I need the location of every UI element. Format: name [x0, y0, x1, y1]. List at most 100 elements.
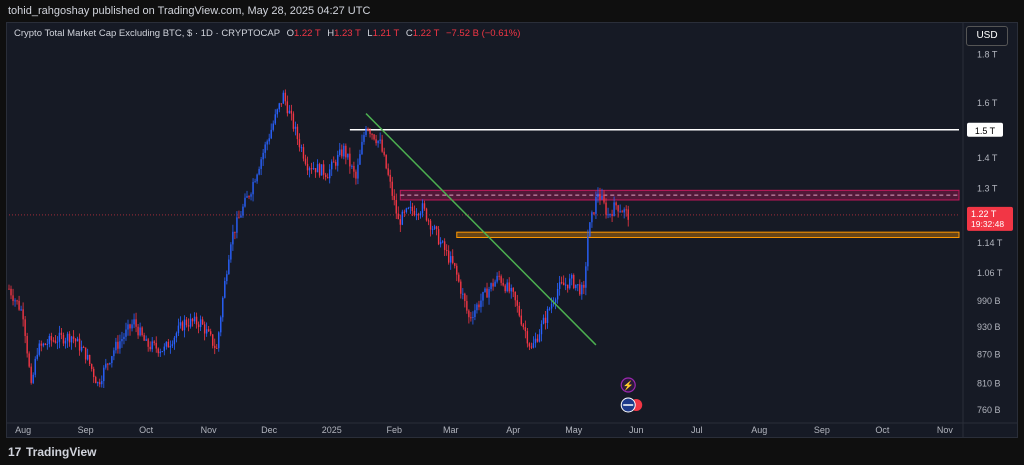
candle-body [93, 368, 95, 378]
candle-body [331, 161, 333, 170]
x-tick-label: 2025 [322, 425, 342, 435]
candle-body [284, 92, 287, 102]
chart-frame: 1.8 T 1.6 T 1.4 T 1.3 T 1.14 T 1.06 T 990 B 930… [6, 22, 1018, 438]
tradingview-logo[interactable]: 17 TradingView [8, 445, 96, 459]
candle-body [466, 301, 468, 311]
candle-body [534, 338, 537, 344]
candle-body [363, 135, 365, 142]
candle-body [278, 103, 280, 110]
candle-body [197, 324, 200, 328]
candle-body [137, 326, 139, 336]
candle-body [64, 340, 67, 344]
candle-body [44, 343, 47, 345]
candle-body [97, 382, 99, 384]
candle-body [234, 231, 236, 233]
candle-body [32, 374, 34, 383]
candle-body [36, 354, 38, 359]
candle-body [131, 324, 133, 329]
candle-body [581, 284, 583, 295]
candle-body [530, 346, 533, 348]
candle-body [560, 282, 563, 284]
candle-body [220, 317, 222, 333]
y-tick-label: 1.8 T [977, 50, 998, 60]
candle-body [583, 284, 585, 288]
candle-body [252, 182, 254, 195]
resistance-zone [399, 189, 960, 201]
candle-body [151, 341, 153, 350]
candle-body [429, 220, 432, 230]
candle-body [431, 228, 434, 230]
candle-body [316, 164, 319, 173]
candle-body [385, 154, 387, 169]
candle-body [387, 168, 389, 175]
candle-body [292, 113, 295, 129]
candle-body [30, 366, 32, 383]
candle-body [518, 305, 521, 316]
candle-body [607, 214, 609, 216]
candle-body [506, 282, 508, 292]
candle-body [78, 338, 81, 351]
candle-body [250, 194, 252, 197]
candle-body [573, 275, 575, 289]
candle-body [308, 168, 311, 171]
candle-body [240, 215, 242, 218]
candle-body [355, 171, 357, 179]
candle-body [383, 151, 385, 155]
x-tick-label: Jun [629, 425, 644, 435]
candle-body [546, 309, 549, 323]
candle-body [103, 367, 105, 382]
candle-body [381, 139, 383, 152]
legend-low: 1.21 T [372, 28, 400, 39]
level-label: 1.5 T [975, 126, 996, 136]
publish-info: tohid_rahgoshay published on TradingView… [8, 5, 371, 17]
candle-body [101, 381, 103, 385]
candle-body [552, 302, 555, 305]
candle-body [209, 331, 212, 335]
candle-body [177, 325, 180, 334]
candle-body [458, 274, 460, 282]
candle-body [514, 291, 516, 301]
candle-body [556, 288, 559, 300]
candle-body [601, 195, 603, 200]
candle-body [185, 319, 188, 326]
candle-body [113, 350, 115, 357]
candle-body [377, 140, 379, 144]
candle-body [403, 211, 406, 213]
candle-body [528, 343, 531, 347]
candle-body [480, 300, 482, 308]
currency-button[interactable]: USD [966, 26, 1008, 46]
candle-body [193, 316, 196, 322]
candle-body [526, 331, 529, 344]
candle-body [468, 310, 470, 318]
candle-body [262, 152, 264, 160]
candle-body [147, 339, 149, 347]
candle-body [339, 149, 341, 156]
candle-body [52, 340, 55, 342]
candle-body [260, 159, 262, 169]
x-tick-label: Jul [691, 425, 703, 435]
candle-body [419, 213, 422, 216]
x-tick-label: Mar [443, 425, 459, 435]
candle-body [244, 197, 246, 207]
x-tick-label: Aug [751, 425, 767, 435]
candle-body [58, 332, 61, 342]
price-chart[interactable]: 1.8 T 1.6 T 1.4 T 1.3 T 1.14 T 1.06 T 990 B 930… [7, 23, 1017, 437]
footer-bar [0, 440, 1024, 465]
candle-body [199, 319, 202, 328]
candle-body [508, 282, 510, 292]
candle-body [306, 163, 309, 171]
candle-body [496, 275, 498, 282]
candle-body [149, 346, 151, 350]
candle-body [605, 202, 607, 215]
x-tick-label: May [565, 425, 583, 435]
candle-body [425, 208, 428, 221]
candle-body [70, 336, 73, 343]
candle-body [111, 356, 113, 364]
candle-body [304, 158, 307, 164]
candle-body [472, 316, 474, 318]
candle-body [280, 103, 282, 105]
candle-body [288, 110, 291, 114]
candle-body [268, 138, 270, 142]
candle-body [222, 297, 224, 318]
candle-body [24, 319, 26, 336]
